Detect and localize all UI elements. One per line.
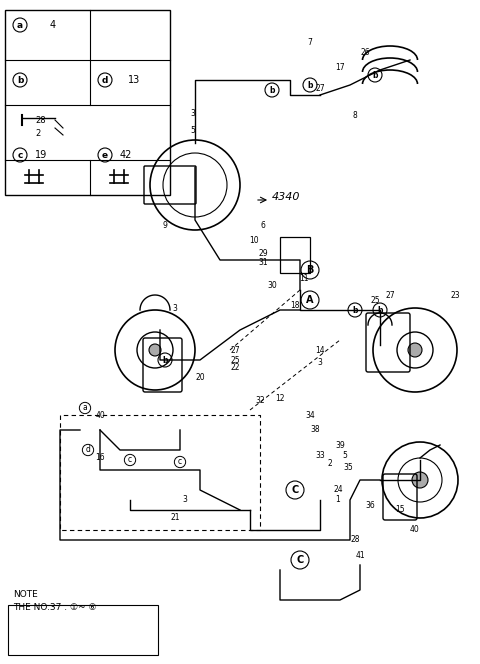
Text: c: c — [178, 457, 182, 467]
Text: a: a — [83, 404, 87, 412]
Text: 18: 18 — [290, 301, 300, 309]
Text: 34: 34 — [305, 410, 315, 420]
Text: 27: 27 — [385, 291, 395, 299]
Text: NOTE
THE NO.37 : ①~ ⑥: NOTE THE NO.37 : ①~ ⑥ — [13, 590, 96, 612]
Text: 3: 3 — [318, 357, 323, 367]
Text: b: b — [352, 305, 358, 315]
Text: 6: 6 — [261, 220, 265, 230]
Text: c: c — [128, 456, 132, 465]
Circle shape — [412, 472, 428, 488]
Text: 11: 11 — [299, 274, 309, 282]
Text: d: d — [85, 446, 90, 454]
Text: 2: 2 — [328, 459, 332, 467]
Text: a: a — [17, 21, 23, 29]
Text: 1: 1 — [336, 495, 340, 505]
Text: 25: 25 — [370, 295, 380, 305]
Text: 7: 7 — [308, 37, 312, 46]
Text: b: b — [17, 76, 23, 84]
Bar — [5, 10, 170, 195]
Text: 32: 32 — [255, 396, 265, 404]
Text: 30: 30 — [267, 280, 277, 290]
Text: 19: 19 — [35, 150, 47, 160]
Text: b: b — [377, 305, 383, 315]
Text: b: b — [307, 80, 313, 90]
Text: 4: 4 — [50, 20, 56, 30]
Text: 26: 26 — [360, 48, 370, 56]
Bar — [8, 605, 158, 655]
Text: 9: 9 — [163, 220, 168, 230]
Text: 8: 8 — [353, 110, 358, 120]
Text: C: C — [296, 555, 304, 565]
Text: 20: 20 — [195, 373, 205, 382]
Text: C: C — [291, 485, 299, 495]
Text: 3: 3 — [182, 495, 187, 505]
Text: 14: 14 — [315, 345, 325, 355]
Text: 4340: 4340 — [272, 192, 300, 202]
Text: 27: 27 — [230, 345, 240, 355]
Text: 25: 25 — [230, 355, 240, 365]
Text: 3: 3 — [191, 108, 195, 118]
Text: d: d — [102, 76, 108, 84]
Text: 40: 40 — [95, 410, 105, 420]
Text: 24: 24 — [333, 485, 343, 495]
Text: 2: 2 — [35, 129, 40, 137]
Text: 33: 33 — [315, 450, 325, 459]
Text: 10: 10 — [249, 236, 259, 244]
Text: 28: 28 — [35, 116, 46, 125]
Text: 12: 12 — [275, 394, 285, 402]
Text: 42: 42 — [120, 150, 132, 160]
Text: 40: 40 — [410, 525, 420, 535]
Text: b: b — [372, 70, 378, 80]
Circle shape — [149, 344, 161, 356]
Text: 5: 5 — [343, 450, 348, 459]
Text: 22: 22 — [230, 363, 240, 371]
Text: 36: 36 — [365, 501, 375, 509]
Text: 31: 31 — [258, 258, 268, 266]
Text: 23: 23 — [450, 291, 460, 299]
Text: b: b — [269, 86, 275, 94]
Text: 28: 28 — [350, 535, 360, 544]
Text: 41: 41 — [355, 550, 365, 560]
Circle shape — [408, 343, 422, 357]
Text: e: e — [102, 151, 108, 159]
Text: 5: 5 — [191, 125, 195, 135]
Text: 13: 13 — [128, 75, 140, 85]
Text: A: A — [306, 295, 314, 305]
Text: 35: 35 — [343, 463, 353, 473]
Text: 29: 29 — [258, 248, 268, 258]
Text: b: b — [162, 355, 168, 365]
Text: 39: 39 — [335, 440, 345, 450]
Text: 16: 16 — [95, 454, 105, 463]
Bar — [280, 237, 310, 273]
Text: 38: 38 — [310, 426, 320, 434]
Text: 15: 15 — [395, 505, 405, 515]
Text: 17: 17 — [335, 62, 345, 72]
Text: 21: 21 — [170, 513, 180, 521]
Text: 27: 27 — [315, 84, 325, 92]
Text: B: B — [306, 265, 314, 275]
Text: 3: 3 — [173, 303, 178, 313]
Text: c: c — [17, 151, 23, 159]
